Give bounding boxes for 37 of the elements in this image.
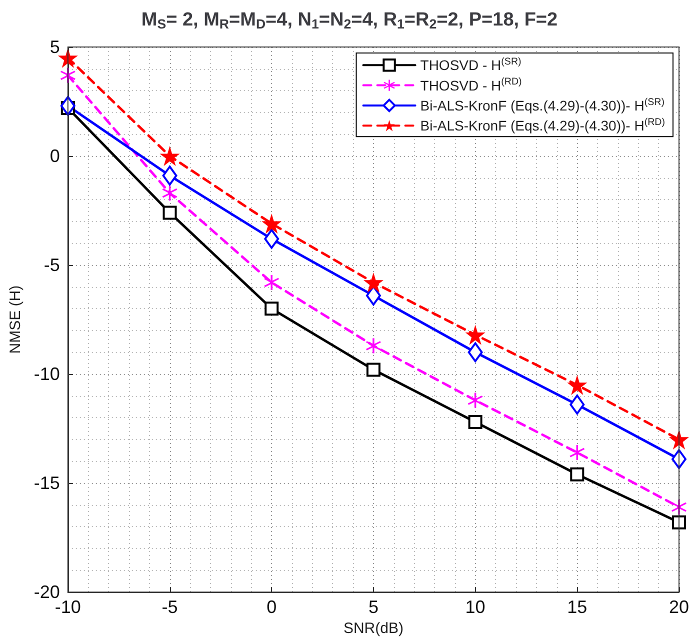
point [570,394,585,415]
point [468,392,483,408]
x-tick-label: 0 [266,597,277,618]
point [264,302,279,316]
point [669,429,689,450]
y-axis-title: NMSE (H) [7,285,24,354]
point [468,342,483,362]
y-tick-label: -20 [34,582,60,602]
point [366,338,381,354]
point [264,228,280,249]
x-tick-label: 5 [368,597,378,618]
point [60,96,76,116]
point [567,374,588,395]
y-tick-label: -15 [34,473,60,494]
x-tick-label: 15 [567,597,588,618]
point [468,415,482,430]
point [465,324,486,345]
x-tick-label: 10 [465,597,486,618]
y-tick-label: 5 [50,37,60,57]
point [160,146,180,166]
point [570,445,585,460]
x-axis-title: SNR(dB) [343,620,404,637]
point [366,286,381,306]
x-tick-label: -5 [162,597,178,618]
point [672,515,686,530]
point [262,214,282,234]
y-tick-label: -5 [44,255,60,276]
point [570,467,584,482]
y-tick-label: 0 [50,146,60,166]
point [366,362,380,377]
point [162,206,177,220]
point [162,186,178,201]
y-tick-label: -10 [34,364,60,384]
point [363,272,384,292]
point [264,274,280,290]
x-tick-label: 20 [668,597,690,618]
point [162,166,178,186]
